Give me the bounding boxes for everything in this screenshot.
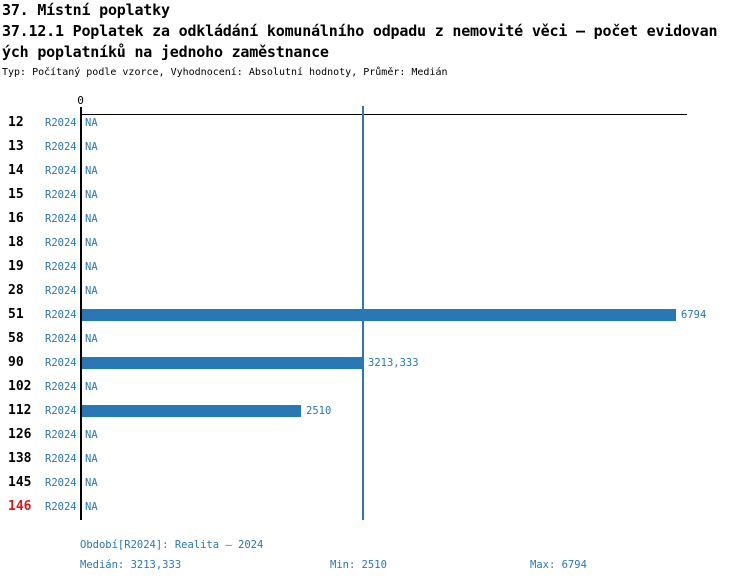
row-category-label: 102 (8, 379, 32, 394)
bar-value-label: 2510 (306, 405, 332, 417)
row-category-label: 58 (8, 331, 24, 346)
row-na-value: NA (85, 117, 98, 129)
row-category-label: 112 (8, 403, 32, 418)
footer-median-label: Medián: 3213,333 (80, 559, 182, 571)
row-period-label: R2024 (45, 261, 77, 273)
row-na-value: NA (85, 381, 98, 393)
row-period-label: R2024 (45, 501, 77, 513)
row-category-label: 12 (8, 115, 24, 130)
row-na-value: NA (85, 285, 98, 297)
x-axis-line (80, 114, 687, 115)
row-category-label: 90 (8, 355, 24, 370)
row-period-label: R2024 (45, 141, 77, 153)
row-period-label: R2024 (45, 285, 77, 297)
row-na-value: NA (85, 141, 98, 153)
row-na-value: NA (85, 261, 98, 273)
row-period-label: R2024 (45, 309, 77, 321)
bar-51 (82, 309, 676, 321)
row-category-label: 14 (8, 163, 24, 178)
row-category-label: 13 (8, 139, 24, 154)
row-period-label: R2024 (45, 477, 77, 489)
row-period-label: R2024 (45, 117, 77, 129)
row-na-value: NA (85, 165, 98, 177)
y-axis-line (80, 107, 82, 520)
row-na-value: NA (85, 429, 98, 441)
row-na-value: NA (85, 213, 98, 225)
chart-meta-info: Typ: Počítaný podle vzorce, Vyhodnocení:… (2, 67, 448, 78)
row-period-label: R2024 (45, 381, 77, 393)
row-category-label: 16 (8, 211, 24, 226)
indicator-title-line2: ých poplatníků na jednoho zaměstnance (2, 43, 329, 61)
row-period-label: R2024 (45, 453, 77, 465)
row-na-value: NA (85, 237, 98, 249)
row-period-label: R2024 (45, 213, 77, 225)
row-category-label: 138 (8, 451, 32, 466)
row-period-label: R2024 (45, 405, 77, 417)
indicator-title-line1: 37.12.1 Poplatek za odkládání komunálníh… (2, 22, 718, 40)
x-axis-zero-tick-label: 0 (77, 94, 84, 107)
row-period-label: R2024 (45, 429, 77, 441)
row-na-value: NA (85, 189, 98, 201)
bar-112 (82, 405, 301, 417)
footer-min-label: Min: 2510 (330, 559, 387, 571)
bar-90 (82, 357, 363, 369)
row-category-label: 145 (8, 475, 32, 490)
row-period-label: R2024 (45, 165, 77, 177)
row-na-value: NA (85, 453, 98, 465)
row-na-value: NA (85, 477, 98, 489)
row-period-label: R2024 (45, 333, 77, 345)
row-category-label: 15 (8, 187, 24, 202)
footer-max-label: Max: 6794 (530, 559, 587, 571)
row-category-label: 19 (8, 259, 24, 274)
row-period-label: R2024 (45, 189, 77, 201)
row-na-value: NA (85, 333, 98, 345)
row-category-label: 28 (8, 283, 24, 298)
row-na-value: NA (85, 501, 98, 513)
bar-value-label: 6794 (681, 309, 707, 321)
bar-value-label: 3213,333 (368, 357, 419, 369)
row-category-label: 51 (8, 307, 24, 322)
footer-period-label: Období[R2024]: Realita – 2024 (80, 539, 264, 551)
row-category-label: 18 (8, 235, 24, 250)
row-period-label: R2024 (45, 357, 77, 369)
row-category-label: 126 (8, 427, 32, 442)
category-title: 37. Místní poplatky (2, 1, 170, 19)
row-category-label: 146 (8, 499, 32, 514)
row-period-label: R2024 (45, 237, 77, 249)
